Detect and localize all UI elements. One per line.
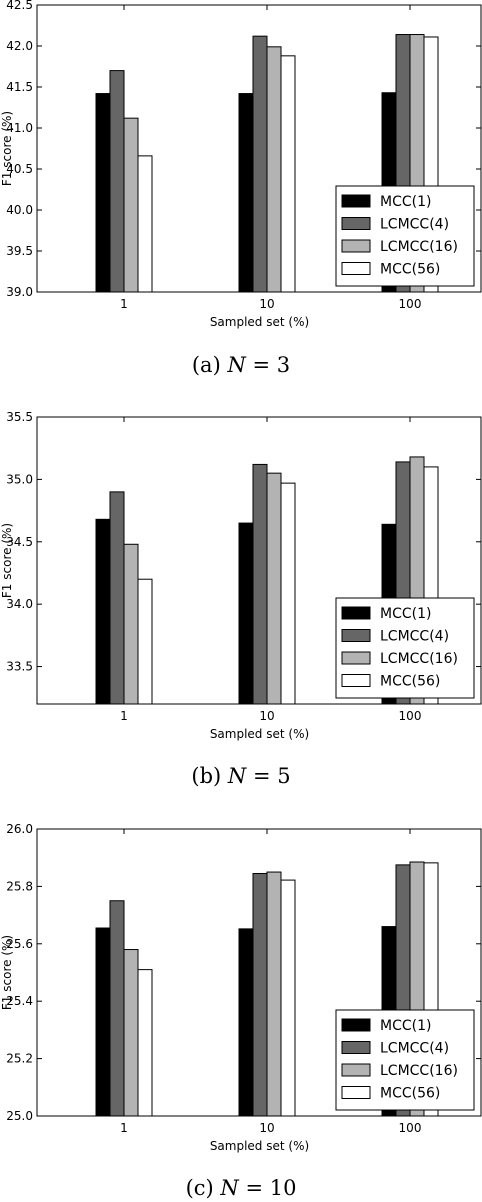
x-axis-label: Sampled set (%) xyxy=(210,315,309,329)
x-tick-label: 1 xyxy=(120,709,128,723)
x-tick-label: 100 xyxy=(399,297,422,311)
legend-label: LCMCC(4) xyxy=(380,1041,449,1057)
bar-LCMCC(16)-1 xyxy=(123,949,139,1117)
legend-label: LCMCC(16) xyxy=(380,651,458,667)
bar-MCC(1)-10 xyxy=(238,928,254,1117)
legend-swatch xyxy=(341,239,371,253)
caption-value: = 10 xyxy=(239,1176,297,1200)
bar-LCMCC(16)-1 xyxy=(123,543,139,705)
y-tick-label: 41.0 xyxy=(6,121,33,135)
bar-LCMCC(16)-1 xyxy=(123,117,139,293)
y-tick-label: 33.5 xyxy=(6,660,33,674)
bar-MCC(56)-1 xyxy=(137,155,153,293)
legend-label: MCC(56) xyxy=(380,1086,440,1102)
y-tick-label: 25.8 xyxy=(6,879,33,893)
y-tick-label: 40.0 xyxy=(6,203,33,217)
subfigure-caption: (a) N = 3 xyxy=(192,353,290,377)
bar-LCMCC(16)-10 xyxy=(266,472,282,705)
bar-LCMCC(16)-10 xyxy=(266,871,282,1117)
bar-MCC(1)-10 xyxy=(238,93,254,293)
caption-value: = 3 xyxy=(246,353,290,377)
caption-variable: N xyxy=(226,353,246,377)
legend-label: MCC(56) xyxy=(380,674,440,690)
legend-swatch xyxy=(341,217,371,230)
legend-swatch xyxy=(341,194,371,208)
y-tick-label: 35.0 xyxy=(6,472,33,486)
legend-label: LCMCC(4) xyxy=(380,629,449,645)
subfigure-caption: (b) N = 5 xyxy=(191,764,290,788)
bar-MCC(56)-10 xyxy=(280,55,296,293)
legend-swatch xyxy=(341,1041,371,1054)
x-tick-label: 1 xyxy=(120,1121,128,1135)
bar-MCC(1)-1 xyxy=(95,927,111,1117)
bar-MCC(1)-1 xyxy=(95,93,111,293)
caption-variable: N xyxy=(219,1176,239,1200)
y-tick-label: 34.0 xyxy=(6,597,33,611)
x-tick-label: 100 xyxy=(399,709,422,723)
bar-MCC(56)-10 xyxy=(280,879,296,1117)
caption-prefix: (b) xyxy=(191,764,228,788)
x-axis-label: Sampled set (%) xyxy=(210,1139,309,1153)
legend-label: LCMCC(4) xyxy=(380,217,449,233)
legend-swatch xyxy=(341,1086,371,1099)
legend-swatch xyxy=(341,629,371,642)
legend-swatch xyxy=(341,262,371,275)
bar-LCMCC(4)-10 xyxy=(252,463,268,705)
bar-LCMCC(4)-1 xyxy=(109,900,125,1117)
legend-swatch xyxy=(341,674,371,687)
caption-prefix: (a) xyxy=(192,353,228,377)
bar-LCMCC(4)-1 xyxy=(109,70,125,293)
legend-label: LCMCC(16) xyxy=(380,239,458,255)
y-tick-label: 42.0 xyxy=(6,39,33,53)
x-tick-label: 1 xyxy=(120,297,128,311)
caption-prefix: (c) xyxy=(186,1176,221,1200)
y-tick-label: 42.5 xyxy=(6,0,33,12)
y-tick-label: 39.0 xyxy=(6,285,33,299)
bar-MCC(1)-10 xyxy=(238,522,254,705)
y-axis-label: F1 score (%) xyxy=(0,935,14,1010)
y-tick-label: 26.0 xyxy=(6,822,33,836)
chart-panel-2: 33.5 34.0 34.5 35.0 35.5 1 10 100 Sampled set (%… xyxy=(0,410,482,788)
x-tick-label: 100 xyxy=(399,1121,422,1135)
y-tick-label: 34.5 xyxy=(6,535,33,549)
legend-swatch xyxy=(341,1063,371,1077)
y-tick-label: 25.6 xyxy=(6,937,33,951)
y-tick-label: 25.2 xyxy=(6,1052,33,1066)
caption-variable: N xyxy=(227,764,247,788)
bar-LCMCC(16)-10 xyxy=(266,46,282,293)
x-axis-label: Sampled set (%) xyxy=(210,727,309,741)
x-tick-label: 10 xyxy=(259,709,274,723)
x-tick-label: 10 xyxy=(259,297,274,311)
y-tick-label: 35.5 xyxy=(6,410,33,424)
bar-MCC(56)-1 xyxy=(137,969,153,1117)
legend-label: MCC(1) xyxy=(380,1018,431,1034)
legend-label: LCMCC(16) xyxy=(380,1063,458,1079)
bar-LCMCC(4)-1 xyxy=(109,491,125,705)
y-tick-label: 41.5 xyxy=(6,80,33,94)
bar-LCMCC(4)-10 xyxy=(252,872,268,1117)
y-tick-label: 25.4 xyxy=(6,994,33,1008)
y-tick-label: 40.5 xyxy=(6,162,33,176)
legend-label: MCC(56) xyxy=(380,262,440,278)
bar-MCC(56)-1 xyxy=(137,578,153,705)
y-axis-label: F1 score (%) xyxy=(0,111,14,186)
bar-LCMCC(4)-10 xyxy=(252,35,268,293)
chart-panel-1: 39.0 39.5 40.0 40.5 41.0 41.5 42.0 42.5 1 10 100 Sa… xyxy=(0,0,482,377)
y-tick-label: 25.0 xyxy=(6,1109,33,1123)
legend-swatch xyxy=(341,606,371,620)
bar-MCC(56)-10 xyxy=(280,482,296,705)
chart-panel-3: 25.0 25.2 25.4 25.6 25.8 26.0 1 10 100 Sampled se… xyxy=(0,822,482,1200)
y-tick-label: 39.5 xyxy=(6,244,33,258)
legend-label: MCC(1) xyxy=(380,194,431,210)
caption-value: = 5 xyxy=(246,764,290,788)
legend-swatch xyxy=(341,651,371,665)
y-axis-label: F1 score (%) xyxy=(0,523,14,598)
x-tick-label: 10 xyxy=(259,1121,274,1135)
subfigure-caption: (c) N = 10 xyxy=(186,1176,297,1200)
legend-swatch xyxy=(341,1018,371,1032)
legend-label: MCC(1) xyxy=(380,606,431,622)
bar-MCC(1)-1 xyxy=(95,518,111,705)
